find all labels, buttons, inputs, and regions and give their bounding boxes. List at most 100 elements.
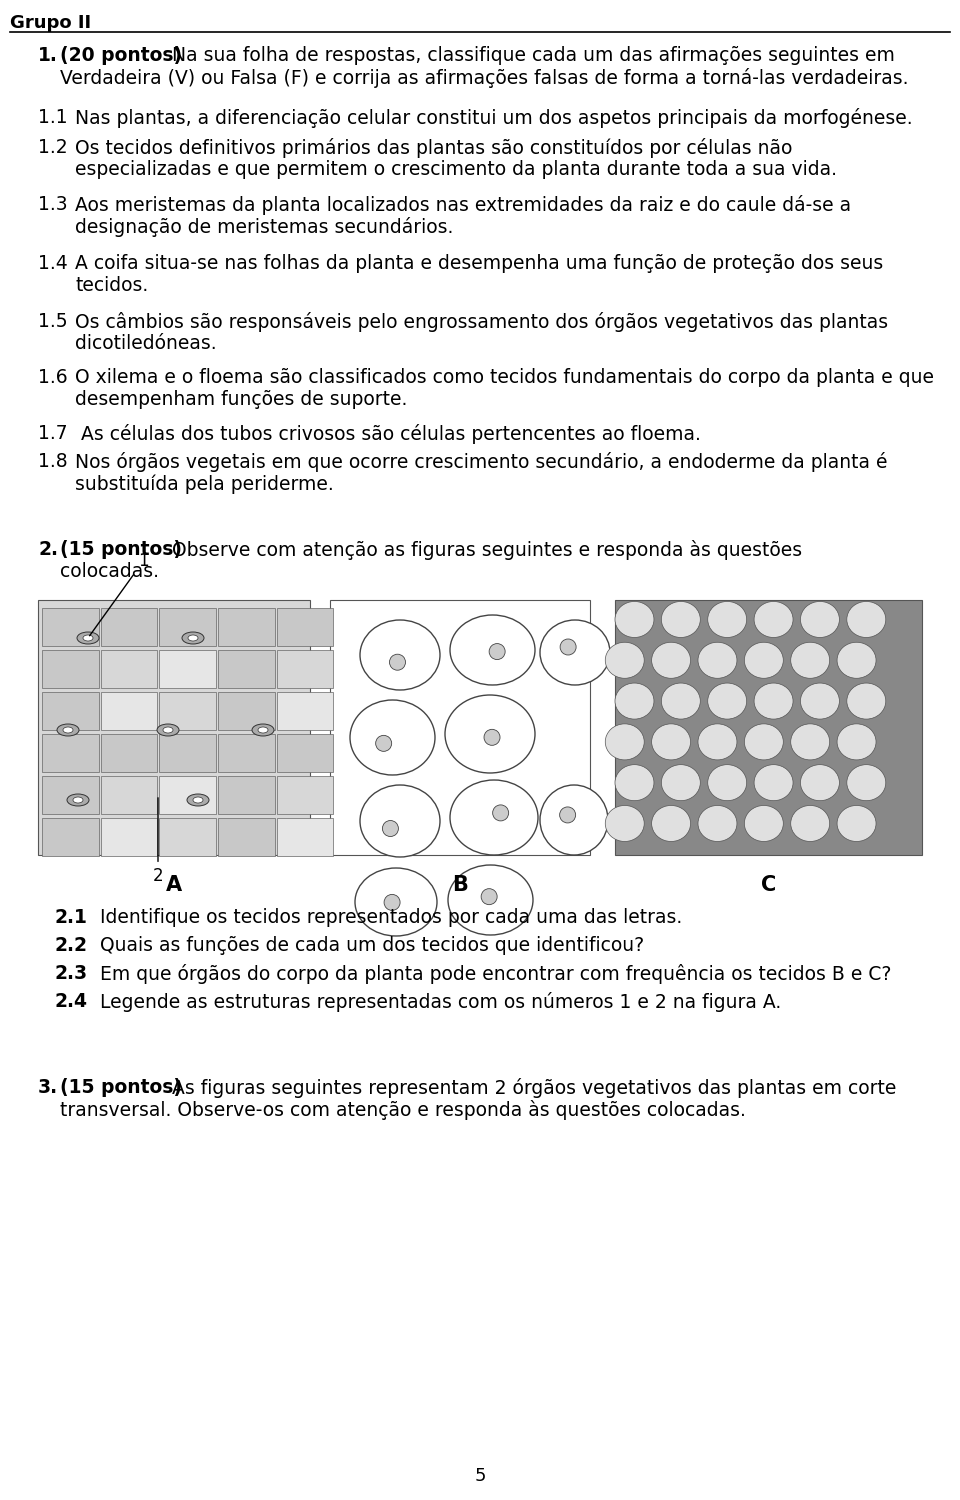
Bar bbox=[276, 818, 333, 856]
Text: Observe com atenção as figuras seguintes e responda às questões: Observe com atenção as figuras seguintes… bbox=[172, 540, 803, 560]
Bar bbox=[101, 818, 157, 856]
Ellipse shape bbox=[744, 724, 783, 760]
Text: Nos órgãos vegetais em que ocorre crescimento secundário, a endoderme da planta : Nos órgãos vegetais em que ocorre cresci… bbox=[75, 452, 887, 472]
Circle shape bbox=[375, 735, 392, 752]
Bar bbox=[159, 692, 216, 730]
Bar bbox=[615, 600, 922, 855]
Text: 2.4: 2.4 bbox=[55, 992, 88, 1011]
Bar bbox=[218, 608, 275, 646]
Text: (15 pontos): (15 pontos) bbox=[60, 540, 182, 560]
Circle shape bbox=[390, 654, 405, 670]
Ellipse shape bbox=[615, 682, 654, 718]
Ellipse shape bbox=[258, 728, 268, 734]
Ellipse shape bbox=[755, 765, 793, 801]
Ellipse shape bbox=[698, 642, 737, 678]
Circle shape bbox=[384, 894, 400, 910]
Circle shape bbox=[490, 644, 505, 660]
Bar bbox=[159, 650, 216, 688]
Text: A coifa situa-se nas folhas da planta e desempenha uma função de proteção dos se: A coifa situa-se nas folhas da planta e … bbox=[75, 254, 883, 273]
Ellipse shape bbox=[755, 602, 793, 638]
Text: 2.: 2. bbox=[38, 540, 58, 560]
Text: 2.2: 2.2 bbox=[55, 936, 88, 956]
Text: (20 pontos): (20 pontos) bbox=[60, 46, 182, 64]
Text: Nas plantas, a diferenciação celular constitui um dos aspetos principais da morf: Nas plantas, a diferenciação celular con… bbox=[75, 108, 913, 128]
Ellipse shape bbox=[63, 728, 73, 734]
Ellipse shape bbox=[445, 694, 535, 772]
Bar bbox=[159, 608, 216, 646]
Ellipse shape bbox=[615, 602, 654, 638]
Text: 1.: 1. bbox=[38, 46, 58, 64]
Ellipse shape bbox=[661, 682, 700, 718]
Text: Legende as estruturas representadas com os números 1 e 2 na figura A.: Legende as estruturas representadas com … bbox=[100, 992, 781, 1012]
Ellipse shape bbox=[77, 632, 99, 644]
Text: Na sua folha de respostas, classifique cada um das afirmações seguintes em: Na sua folha de respostas, classifique c… bbox=[172, 46, 895, 64]
Text: Verdadeira (V) ou Falsa (F) e corrija as afirmações falsas de forma a torná-las : Verdadeira (V) ou Falsa (F) e corrija as… bbox=[60, 68, 908, 88]
Bar bbox=[159, 734, 216, 772]
Text: Aos meristemas da planta localizados nas extremidades da raiz e do caule dá-se a: Aos meristemas da planta localizados nas… bbox=[75, 195, 852, 214]
Text: Quais as funções de cada um dos tecidos que identificou?: Quais as funções de cada um dos tecidos … bbox=[100, 936, 644, 956]
Text: 3.: 3. bbox=[38, 1078, 59, 1096]
Ellipse shape bbox=[837, 806, 876, 842]
Ellipse shape bbox=[450, 780, 538, 855]
Bar bbox=[276, 776, 333, 814]
Ellipse shape bbox=[163, 728, 173, 734]
Ellipse shape bbox=[708, 765, 747, 801]
Text: C: C bbox=[761, 874, 776, 896]
Text: Grupo II: Grupo II bbox=[10, 13, 91, 32]
Text: 1.4: 1.4 bbox=[38, 254, 68, 273]
Bar bbox=[101, 776, 157, 814]
Ellipse shape bbox=[450, 615, 535, 686]
Bar bbox=[38, 600, 310, 855]
Text: Identifique os tecidos representados por cada uma das letras.: Identifique os tecidos representados por… bbox=[100, 908, 683, 927]
Text: A: A bbox=[166, 874, 182, 896]
Ellipse shape bbox=[350, 700, 435, 776]
Circle shape bbox=[382, 821, 398, 837]
Bar bbox=[42, 818, 99, 856]
Bar bbox=[159, 818, 216, 856]
Ellipse shape bbox=[801, 682, 839, 718]
Text: O xilema e o floema são classificados como tecidos fundamentais do corpo da plan: O xilema e o floema são classificados co… bbox=[75, 368, 934, 387]
Ellipse shape bbox=[652, 806, 690, 842]
Text: 1: 1 bbox=[89, 552, 149, 636]
Bar bbox=[218, 776, 275, 814]
Text: 1.5: 1.5 bbox=[38, 312, 67, 332]
Ellipse shape bbox=[360, 784, 440, 856]
Text: 1.8: 1.8 bbox=[38, 452, 67, 471]
Ellipse shape bbox=[605, 724, 644, 760]
Ellipse shape bbox=[652, 724, 690, 760]
Text: 2.3: 2.3 bbox=[55, 964, 88, 982]
Text: substituída pela periderme.: substituída pela periderme. bbox=[75, 474, 334, 494]
Ellipse shape bbox=[252, 724, 274, 736]
Ellipse shape bbox=[605, 806, 644, 842]
Circle shape bbox=[481, 888, 497, 904]
Bar bbox=[159, 776, 216, 814]
Bar bbox=[218, 692, 275, 730]
Circle shape bbox=[484, 729, 500, 746]
Text: B: B bbox=[452, 874, 468, 896]
Bar bbox=[218, 734, 275, 772]
Bar bbox=[276, 650, 333, 688]
Text: 1.1: 1.1 bbox=[38, 108, 67, 128]
Ellipse shape bbox=[837, 724, 876, 760]
Ellipse shape bbox=[193, 796, 203, 802]
Text: Em que órgãos do corpo da planta pode encontrar com frequência os tecidos B e C?: Em que órgãos do corpo da planta pode en… bbox=[100, 964, 892, 984]
Text: Os câmbios são responsáveis pelo engrossamento dos órgãos vegetativos das planta: Os câmbios são responsáveis pelo engross… bbox=[75, 312, 888, 332]
Text: 2: 2 bbox=[153, 798, 163, 885]
Bar bbox=[218, 818, 275, 856]
Bar bbox=[276, 734, 333, 772]
Ellipse shape bbox=[615, 765, 654, 801]
Ellipse shape bbox=[847, 682, 886, 718]
Ellipse shape bbox=[744, 806, 783, 842]
Ellipse shape bbox=[837, 642, 876, 678]
Ellipse shape bbox=[744, 642, 783, 678]
Ellipse shape bbox=[67, 794, 89, 806]
Ellipse shape bbox=[448, 865, 533, 934]
Circle shape bbox=[492, 806, 509, 820]
Text: designação de meristemas secundários.: designação de meristemas secundários. bbox=[75, 217, 453, 237]
Circle shape bbox=[560, 807, 576, 824]
Text: 1.2: 1.2 bbox=[38, 138, 67, 158]
Ellipse shape bbox=[157, 724, 179, 736]
Ellipse shape bbox=[540, 620, 610, 686]
Bar bbox=[42, 734, 99, 772]
Bar bbox=[276, 692, 333, 730]
